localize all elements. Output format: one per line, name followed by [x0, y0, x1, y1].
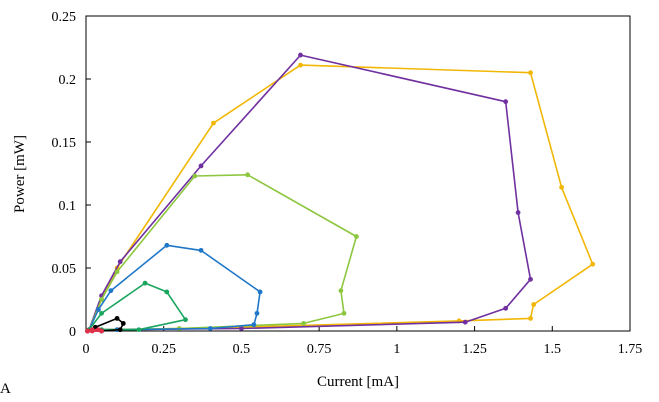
data-point: [298, 52, 303, 58]
data-point: [245, 172, 251, 178]
data-point: [257, 289, 263, 295]
series-line: [88, 64, 594, 331]
data-point: [99, 297, 104, 302]
y-tick-label: 0.1: [59, 199, 77, 214]
x-axis-title: Current [mA]: [317, 374, 399, 390]
data-point: [251, 322, 257, 328]
data-point: [114, 316, 120, 321]
data-point: [85, 328, 90, 334]
data-point: [503, 305, 509, 311]
data-point: [254, 310, 260, 316]
data-point: [298, 62, 303, 68]
x-tick-label: 1.25: [462, 342, 487, 357]
x-tick-label: 1.75: [618, 342, 643, 357]
y-tick-label: 0.05: [52, 262, 77, 277]
data-point: [528, 70, 533, 76]
data-point: [96, 307, 101, 312]
data-point: [528, 316, 533, 321]
y-tick-label: 0.15: [52, 136, 77, 151]
data-point: [117, 259, 123, 265]
data-point: [136, 327, 142, 333]
data-point: [354, 234, 359, 239]
data-point: [301, 321, 306, 326]
x-tick-label: 1: [393, 342, 400, 357]
series-line: [88, 282, 187, 331]
data-point: [198, 163, 204, 169]
data-point: [341, 310, 347, 316]
y-axis-title: Power [mW]: [12, 135, 28, 213]
data-point: [192, 173, 198, 179]
y-tick-label: 0: [69, 325, 76, 340]
series-2: [86, 52, 533, 333]
data-point: [120, 321, 126, 326]
data-point: [559, 184, 565, 190]
data-point: [99, 310, 104, 316]
axes: 0 0.25 0.5 0.75 1 1.25 1.5 1.75 0 0.05 0.1 0.15 0.2 0…: [52, 10, 643, 357]
labels-layer: Current [mA] Power [mW] A: [0, 135, 399, 397]
data-point: [515, 210, 521, 215]
data-point: [462, 319, 468, 325]
plot-frame: [85, 15, 631, 332]
series-line: [88, 244, 261, 331]
x-tick-label: 0.75: [307, 342, 332, 357]
data-point: [207, 326, 213, 331]
data-point: [183, 317, 188, 323]
x-tick-label: 0: [83, 342, 90, 357]
x-tick-label: 1.5: [544, 342, 562, 357]
data-point: [211, 120, 216, 126]
data-point: [503, 99, 509, 105]
data-point: [531, 302, 537, 307]
data-point: [117, 327, 123, 333]
data-point: [108, 288, 114, 294]
series-line: [88, 54, 532, 331]
data-point: [114, 269, 120, 275]
data-point: [89, 328, 95, 334]
data-point: [99, 328, 104, 334]
series-4: [86, 242, 263, 333]
data-point: [590, 261, 596, 267]
data-point: [198, 247, 204, 253]
data-point: [338, 288, 344, 294]
x-tick-label: 0.5: [233, 342, 251, 357]
data-point: [164, 242, 170, 248]
x-tick-label: 0.25: [151, 342, 176, 357]
data-point: [239, 326, 244, 331]
data-point: [528, 276, 533, 282]
series-7: [85, 327, 104, 334]
data-point: [142, 280, 148, 286]
data-point: [164, 289, 170, 295]
y-tick-label: 0.25: [52, 10, 77, 25]
panel-label: A: [0, 381, 11, 397]
y-tick-label: 0.2: [59, 73, 77, 88]
series-layer: [85, 52, 596, 334]
